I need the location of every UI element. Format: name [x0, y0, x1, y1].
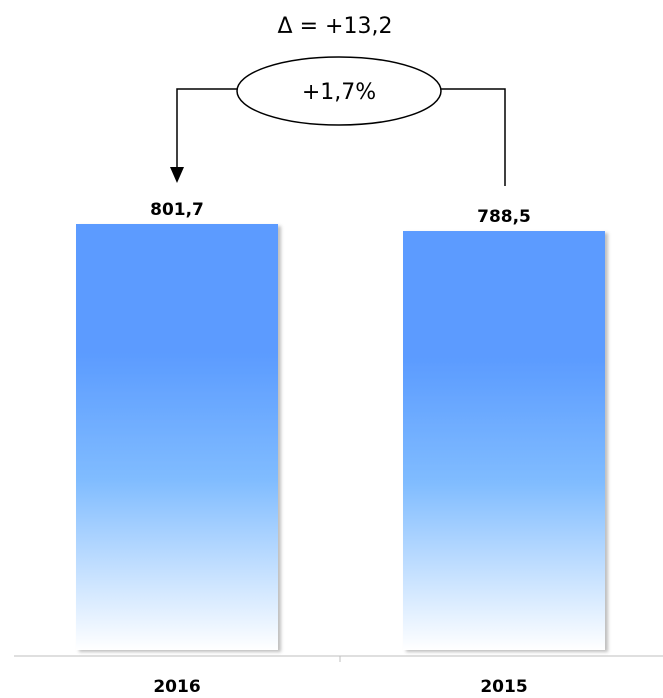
- percent-annotation: +1,7%: [302, 80, 376, 105]
- value-label-2015: 788,5: [477, 207, 531, 227]
- arrowhead-icon: [170, 167, 184, 183]
- delta-annotation: Δ = +13,2: [278, 14, 393, 39]
- value-label-2016: 801,7: [150, 200, 204, 220]
- percent-ellipse: [236, 56, 442, 126]
- tick-label-2016: 2016: [153, 677, 200, 697]
- bar-2016: [76, 224, 278, 650]
- connector-right: [441, 88, 506, 186]
- bar-2015: [403, 231, 605, 650]
- tick-label-2015: 2015: [480, 677, 527, 697]
- connector-left: [176, 88, 237, 172]
